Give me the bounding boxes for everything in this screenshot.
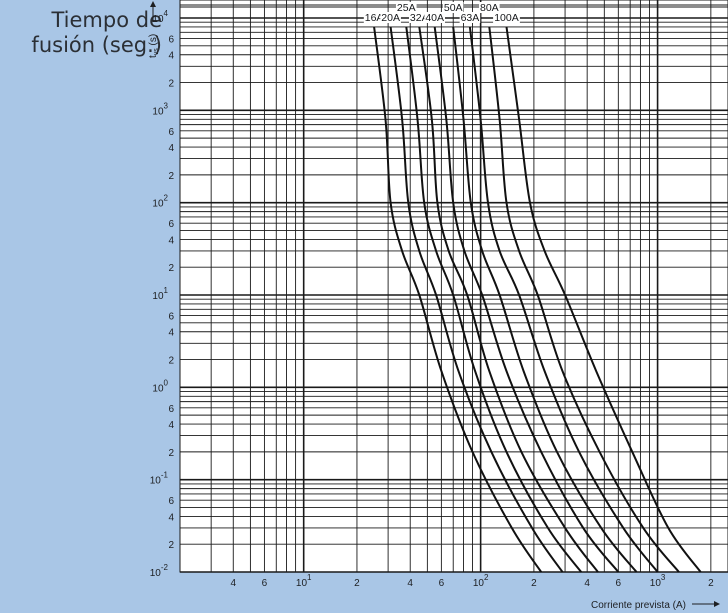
tick-label: 10-2 xyxy=(150,563,169,579)
tick-label: 6 xyxy=(168,496,174,507)
tick-label: 2 xyxy=(531,578,537,589)
chart-title-line-1: Tiempo de xyxy=(51,8,163,32)
tick-label: 6 xyxy=(168,219,174,230)
series-label-50A: 50A xyxy=(444,2,463,14)
series-line-100A xyxy=(505,26,702,573)
series-line-50A xyxy=(452,26,638,573)
series-line-63A xyxy=(468,26,659,573)
series-label-20A: 20A xyxy=(381,12,400,24)
plot-area xyxy=(179,0,728,573)
y-axis-label: tvs (s) xyxy=(148,1,160,58)
series-label-25A: 25A xyxy=(397,2,416,14)
series-label-bg xyxy=(459,12,481,23)
tick-label: 6 xyxy=(168,34,174,45)
tick-label: 4 xyxy=(168,143,174,154)
tick-label: 101 xyxy=(296,573,312,589)
tick-label: 2 xyxy=(168,356,174,367)
tick-label: 100 xyxy=(152,378,168,394)
tick-label: 4 xyxy=(168,420,174,431)
tick-label: 6 xyxy=(439,578,445,589)
series-lines xyxy=(373,26,702,573)
tick-label: 2 xyxy=(354,578,360,589)
chart-title: Tiempo de fusión (seg.) xyxy=(0,8,162,58)
tick-label: 4 xyxy=(168,51,174,62)
series-line-16A xyxy=(373,26,543,573)
chart-title-line-2: fusión (seg.) xyxy=(31,33,162,57)
series-label-bg xyxy=(363,12,385,23)
tick-label: 4 xyxy=(230,578,236,589)
tick-label: 2 xyxy=(168,540,174,551)
series-label-40A: 40A xyxy=(425,12,444,24)
series-label-63A: 63A xyxy=(461,12,480,24)
tick-label: 102 xyxy=(152,194,168,210)
series-line-25A xyxy=(405,26,582,573)
series-label-32A: 32A xyxy=(410,12,429,24)
x-axis-label: Corriente prevista (A) xyxy=(591,600,720,611)
tick-label: 6 xyxy=(262,578,268,589)
series-line-80A xyxy=(488,26,680,573)
tick-label: 2 xyxy=(168,263,174,274)
series-label-bg xyxy=(424,12,445,23)
tick-label: 103 xyxy=(650,573,666,589)
series-label-bg xyxy=(442,2,464,13)
tick-label: 101 xyxy=(152,286,168,302)
tick-label: 6 xyxy=(168,127,174,138)
tick-label: 4 xyxy=(168,235,174,246)
series-label-bg xyxy=(493,12,520,23)
tick-label: 4 xyxy=(168,328,174,339)
series-label-100A: 100A xyxy=(494,12,519,24)
series-label-bg xyxy=(479,2,500,13)
x-axis-arrowhead-icon xyxy=(714,601,720,607)
x-tick-labels: 4 6 101 2 4 6 102 2 4 6 103 2 xyxy=(230,573,714,589)
tick-label: 6 xyxy=(168,311,174,322)
tick-label: 103 xyxy=(152,101,168,117)
y-axis-arrowhead-icon xyxy=(150,1,156,7)
series-line-40A xyxy=(433,26,620,573)
tick-label: 2 xyxy=(168,79,174,90)
tick-label: 2 xyxy=(708,578,714,589)
tick-label: 6 xyxy=(168,404,174,415)
tick-label: 104 xyxy=(152,9,168,25)
tick-label: 6 xyxy=(616,578,622,589)
series-label-80A: 80A xyxy=(480,2,499,14)
tick-label: 4 xyxy=(407,578,413,589)
series-label-bg xyxy=(408,12,430,23)
tick-label: 2 xyxy=(168,171,174,182)
y-tick-labels: 10464210364210264210164210064210-164210-… xyxy=(150,9,175,579)
series-line-32A xyxy=(418,26,599,573)
series-label-bg xyxy=(380,12,401,23)
y-axis-title: tvs (s) xyxy=(148,34,160,58)
tick-label: 2 xyxy=(168,448,174,459)
tick-label: 10-1 xyxy=(150,471,169,487)
tick-label: 4 xyxy=(168,512,174,523)
series-label-16A: 16A xyxy=(365,12,384,24)
series-line-20A xyxy=(389,26,564,573)
tick-label: 4 xyxy=(584,578,590,589)
series-label-bg xyxy=(395,2,417,13)
x-axis-title: Corriente prevista (A) xyxy=(591,600,686,611)
tick-label: 102 xyxy=(473,573,489,589)
